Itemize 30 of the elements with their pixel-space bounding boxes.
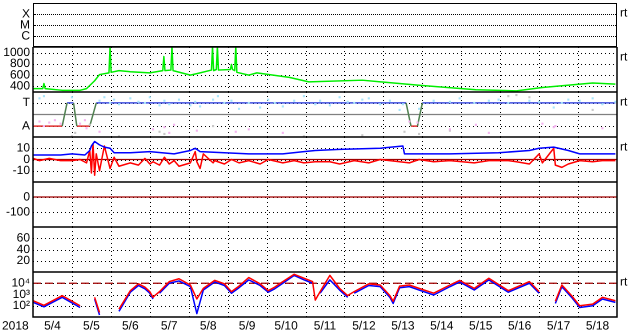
x-tick-label: 5/17 xyxy=(546,318,571,332)
x-tick-label: 5/4 xyxy=(44,318,62,332)
x-tick-label: 5/8 xyxy=(200,318,217,332)
x-tick-label: 5/12 xyxy=(352,318,376,332)
text: A xyxy=(22,118,30,132)
x-tick-label: 5/14 xyxy=(430,318,454,332)
text: rt xyxy=(620,5,628,20)
y-tick-label: -100 xyxy=(6,204,30,218)
x-tick-label: 5/13 xyxy=(391,318,415,332)
text: rt xyxy=(620,49,628,64)
x-axis-title: 2018 xyxy=(2,318,30,332)
y-tick-label: 400 xyxy=(10,78,30,93)
text: rt xyxy=(620,94,628,108)
x-tick-label: 5/7 xyxy=(160,318,178,332)
x-tick-label: 5/16 xyxy=(508,318,532,332)
x-tick-label: 5/6 xyxy=(122,318,139,332)
y-tick-label: 0 xyxy=(23,189,30,204)
x-tick-label: 5/9 xyxy=(238,318,256,332)
text: rt xyxy=(620,139,628,154)
text: T xyxy=(22,95,31,110)
y-tick-label: 1000 xyxy=(3,44,30,59)
x-tick-label: 5/10 xyxy=(274,318,298,332)
x-tick-label: 5/11 xyxy=(314,318,337,332)
x-tick-label: 5/18 xyxy=(586,318,610,332)
x-tick-label: 5/15 xyxy=(469,318,493,332)
y-tick-label: 20 xyxy=(16,253,30,268)
x-tick-label: 5/5 xyxy=(83,318,100,332)
text: rt xyxy=(620,274,628,288)
y-tick-label: -10 xyxy=(12,163,30,178)
y-tick-label: 10² xyxy=(12,298,30,312)
